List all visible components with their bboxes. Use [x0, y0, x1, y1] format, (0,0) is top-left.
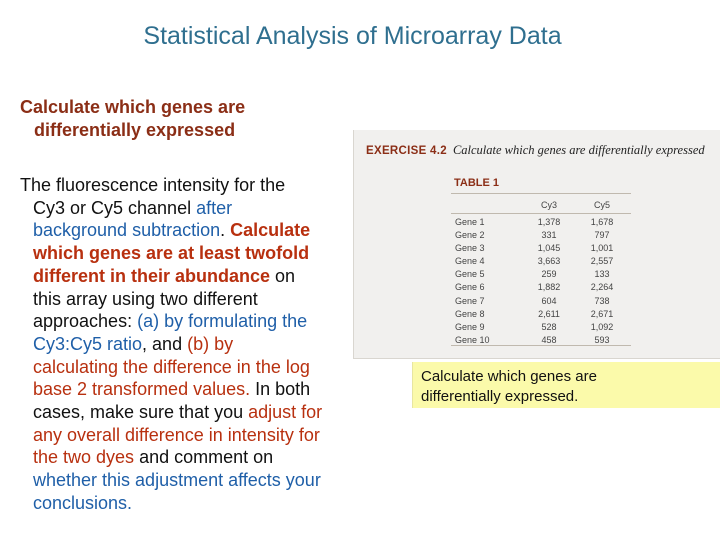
table-row: Gene 9 528 1,092 — [451, 321, 631, 334]
subheading-line-1: Calculate which genes are — [20, 97, 246, 117]
exercise-figure: EXERCISE 4.2 Calculate which genes are di… — [353, 130, 720, 359]
table-cell: 1,001 — [590, 243, 614, 254]
table-cell: Gene 5 — [455, 269, 485, 280]
body-segment: different in their abundance — [33, 265, 271, 286]
table-cell: 1,092 — [590, 321, 614, 332]
body-segment: which genes are at least twofold — [33, 243, 310, 264]
table-cell: 1,045 — [537, 243, 561, 254]
body-line: base 2 transformed values. In both — [33, 378, 365, 401]
body-segment: . — [220, 220, 231, 241]
table-cell: Gene 3 — [455, 243, 485, 254]
body-line: which genes are at least twofold — [33, 242, 365, 265]
note-line-2: differentially expressed. — [421, 388, 579, 405]
summary-note: Calculate which genes are differentially… — [412, 362, 720, 408]
table-cell: 1,882 — [537, 282, 561, 293]
table-cell: 2,264 — [590, 282, 614, 293]
body-line: whether this adjustment affects your — [33, 469, 365, 492]
table-cell: Gene 4 — [455, 256, 485, 267]
table-row: Gene 6 1,882 2,264 — [451, 281, 631, 294]
body-line: this array using two different — [33, 288, 258, 309]
table-row: Gene 7 604 738 — [451, 295, 631, 308]
table-row: Gene 5 259 133 — [451, 268, 631, 281]
subheading: Calculate which genes are differentially… — [20, 96, 340, 142]
table-cell: 1,678 — [590, 217, 614, 227]
table-cell: 797 — [594, 230, 610, 241]
body-segment: calculating the difference in the log — [33, 356, 310, 377]
table-top-rule — [451, 193, 631, 194]
summary-note-text: Calculate which genes are differentially… — [421, 367, 597, 407]
body-segment: approaches: — [33, 311, 138, 332]
exercise-title: Calculate which genes are differentially… — [452, 143, 705, 157]
body-segment: adjust for — [248, 402, 323, 423]
table-cell: 738 — [594, 295, 610, 306]
table-cell: Gene 1 — [455, 217, 485, 227]
table-cell: 2,671 — [590, 308, 614, 319]
table-cell: 458 — [541, 334, 557, 345]
table-row: Gene 10 458 593 — [451, 334, 631, 347]
body-line: conclusions. — [33, 492, 365, 515]
column-header: Cy5 — [593, 200, 610, 210]
table-row: Gene 3 1,045 1,001 — [451, 242, 631, 255]
table-cell: 331 — [541, 230, 557, 241]
table-cell: Gene 7 — [455, 295, 485, 306]
body-segment: on — [270, 265, 296, 286]
table-bottom-rule — [451, 345, 631, 346]
table-row: Gene 2 331 797 — [451, 229, 631, 242]
body-segment: Calculate — [230, 220, 311, 241]
body-segment: base 2 transformed values. — [33, 379, 251, 400]
body-segment: Cy3:Cy5 ratio — [33, 333, 143, 354]
column-header: Cy3 — [540, 200, 557, 210]
body-line: the two dyes and comment on — [33, 446, 365, 469]
table-row: Gene 1 1,378 1,678 — [451, 216, 631, 229]
body-segment: and comment on — [134, 447, 274, 468]
table-cell: Gene 10 — [455, 334, 490, 345]
body-line: approaches: (a) by formulating the — [33, 310, 365, 333]
table-cell: Gene 9 — [455, 321, 485, 332]
column-header — [451, 198, 525, 213]
body-segment: any overall difference in intensity for — [33, 424, 320, 445]
exercise-description: The fluorescence intensity for the Cy3 o… — [20, 174, 365, 515]
table-cell: 593 — [594, 334, 610, 345]
body-line: different in their abundance on — [33, 265, 365, 288]
table-cell: Gene 8 — [455, 308, 485, 319]
subheading-line-2: differentially expressed — [34, 120, 236, 140]
table-title: TABLE 1 — [454, 177, 500, 189]
slide-title: Statistical Analysis of Microarray Data — [143, 22, 562, 50]
table-cell: 528 — [541, 321, 557, 332]
exercise-header: EXERCISE 4.2 Calculate which genes are di… — [366, 143, 705, 158]
table-header-row: Cy3 Cy5 — [451, 198, 631, 214]
exercise-label: EXERCISE 4.2 — [366, 145, 447, 157]
table-cell: 1,378 — [537, 217, 561, 227]
body-segment: (b) by — [187, 333, 234, 354]
table-cell: Gene 6 — [455, 282, 485, 293]
body-line: any overall difference in intensity for — [33, 424, 365, 447]
body-line: Cy3:Cy5 ratio, and (b) by — [33, 333, 365, 356]
body-line: Cy3 or Cy5 channel after — [33, 197, 365, 220]
table-cell: 2,557 — [590, 256, 614, 267]
table-cell: Gene 2 — [455, 230, 485, 241]
table-cell: 2,611 — [538, 308, 560, 319]
body-line: cases, make sure that you adjust for — [33, 401, 365, 424]
body-segment: , and — [142, 333, 188, 354]
table-row: Gene 4 3,663 2,557 — [451, 255, 631, 268]
table-cell: 3,663 — [537, 256, 561, 267]
body-line: The fluorescence intensity for the — [20, 175, 286, 195]
body-segment: (a) by formulating the — [137, 311, 308, 332]
table-cell: 133 — [594, 269, 610, 280]
body-segment: the two dyes — [33, 447, 135, 468]
body-segment: background subtraction — [33, 220, 221, 241]
body-segment: In both — [250, 379, 311, 400]
body-segment: Cy3 or Cy5 channel — [33, 197, 197, 218]
body-segment: after — [196, 197, 233, 218]
table-cell: 604 — [541, 295, 557, 306]
table-row: Gene 8 2,611 2,671 — [451, 308, 631, 321]
body-segment: cases, make sure that you — [33, 402, 249, 423]
table-cell: 259 — [541, 269, 557, 280]
body-line: calculating the difference in the log — [33, 356, 365, 379]
body-segment: whether this adjustment affects your — [33, 470, 321, 491]
body-line: background subtraction. Calculate — [33, 219, 365, 242]
body-segment: conclusions. — [33, 492, 133, 513]
note-line-1: Calculate which genes are — [421, 368, 597, 385]
gene-table: Cy3 Cy5 Gene 1 1,378 1,678 Gene 2 331 797 Gene… — [451, 198, 631, 347]
